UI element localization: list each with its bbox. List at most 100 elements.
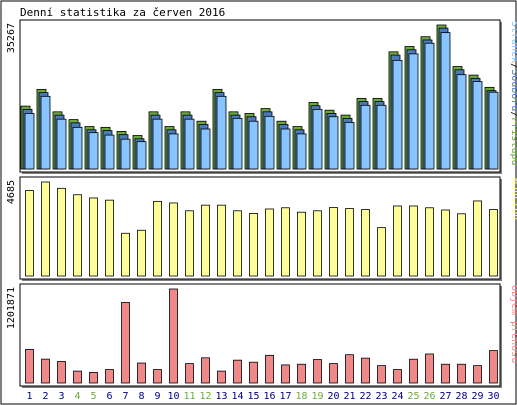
bar-value	[313, 359, 322, 384]
bar-value	[185, 363, 194, 384]
bar-value	[425, 207, 434, 277]
bar-stránek	[72, 126, 83, 170]
panel-frame	[19, 19, 501, 173]
bar-stránek	[344, 122, 355, 170]
bar-stránek	[296, 133, 307, 170]
bar-stránek	[424, 42, 435, 170]
bar-value	[25, 190, 34, 277]
bar-stránek	[328, 116, 339, 170]
bar-value	[441, 363, 450, 384]
bar-value	[153, 369, 162, 384]
bar-stránek	[104, 134, 115, 170]
bar-value	[25, 348, 34, 384]
x-tick-label: 4	[74, 391, 80, 402]
y-max-label: 4685	[6, 180, 17, 204]
bar-value	[457, 363, 466, 384]
bar-stránek	[312, 108, 323, 170]
bar-value	[217, 204, 226, 277]
bar-stránek	[40, 95, 51, 170]
bar-stránek	[152, 118, 163, 170]
legend-entry: Objem přenosu	[509, 285, 517, 363]
bar-stránek	[24, 113, 35, 170]
bar-value	[41, 358, 50, 384]
bar-value	[281, 207, 290, 277]
x-tick-label: 6	[106, 391, 112, 402]
bar-value	[489, 209, 498, 277]
x-tick-label: 16	[263, 391, 275, 402]
bar-value	[217, 370, 226, 384]
bar-value	[137, 362, 146, 384]
bar-stránek	[216, 95, 227, 170]
panel-frame	[19, 176, 501, 280]
bar-value	[121, 302, 130, 384]
bar-stránek	[184, 118, 195, 170]
bar-value	[105, 199, 114, 277]
x-tick-label: 29	[471, 391, 483, 402]
bar-value	[265, 354, 274, 384]
bar-stránek	[376, 104, 387, 170]
x-tick-label: 13	[215, 391, 227, 402]
bar-value	[201, 204, 210, 277]
x-tick-label: 23	[375, 391, 387, 402]
x-tick-label: 3	[58, 391, 64, 402]
bar-value	[233, 210, 242, 277]
bar-stránek	[232, 117, 243, 170]
x-tick-label: 9	[154, 391, 160, 402]
bar-value	[137, 229, 146, 277]
x-tick-label: 18	[295, 391, 307, 402]
bar-value	[441, 209, 450, 277]
x-tick-label: 25	[407, 391, 419, 402]
series-legend: Návštěv	[509, 178, 517, 220]
bar-value	[393, 205, 402, 277]
bar-value	[297, 211, 306, 277]
bar-stránek	[264, 115, 275, 170]
bar-stránek	[408, 53, 419, 170]
bar-value	[73, 194, 82, 277]
bar-stránek	[472, 81, 483, 170]
bar-stránek	[168, 133, 179, 170]
x-tick-label: 10	[167, 391, 179, 402]
x-tick-label: 20	[327, 391, 339, 402]
bar-value	[345, 354, 354, 384]
x-tick-label: 30	[487, 391, 499, 402]
bar-value	[361, 357, 370, 384]
bar-value	[57, 187, 66, 277]
bar-stránek	[360, 104, 371, 170]
x-tick-label: 7	[122, 391, 128, 402]
bar-value	[201, 357, 210, 384]
bar-value	[89, 372, 98, 384]
series-legend: Objem přenosu	[509, 285, 517, 363]
x-tick-label: 21	[343, 391, 355, 402]
bar-value	[57, 361, 66, 384]
y-max-label: 1201871	[6, 287, 17, 329]
bar-value	[489, 350, 498, 384]
bar-value	[473, 365, 482, 384]
x-tick-label: 5	[90, 391, 96, 402]
x-tick-label: 22	[359, 391, 371, 402]
bar-value	[249, 361, 258, 384]
bar-stránek	[200, 128, 211, 170]
bar-value	[297, 363, 306, 384]
bar-stránek	[280, 128, 291, 170]
bar-value	[169, 288, 178, 384]
bar-value	[233, 359, 242, 384]
bar-value	[393, 369, 402, 384]
bar-stránek	[456, 74, 467, 170]
bar-stránek	[56, 118, 67, 170]
chart-labels: 35267Stránek/Souborů/Přístupů4685Návštěv…	[6, 21, 517, 402]
x-tick-label: 12	[199, 391, 211, 402]
x-tick-label: 11	[183, 391, 195, 402]
bar-value	[345, 208, 354, 277]
bar-value	[265, 208, 274, 277]
legend-entry: Souborů	[509, 69, 517, 111]
bar-value	[377, 227, 386, 277]
bar-value	[377, 365, 386, 384]
y-max-label: 35267	[6, 23, 17, 53]
bar-value	[329, 207, 338, 277]
bar-value	[73, 370, 82, 384]
bar-value	[185, 210, 194, 277]
bar-value	[89, 197, 98, 277]
